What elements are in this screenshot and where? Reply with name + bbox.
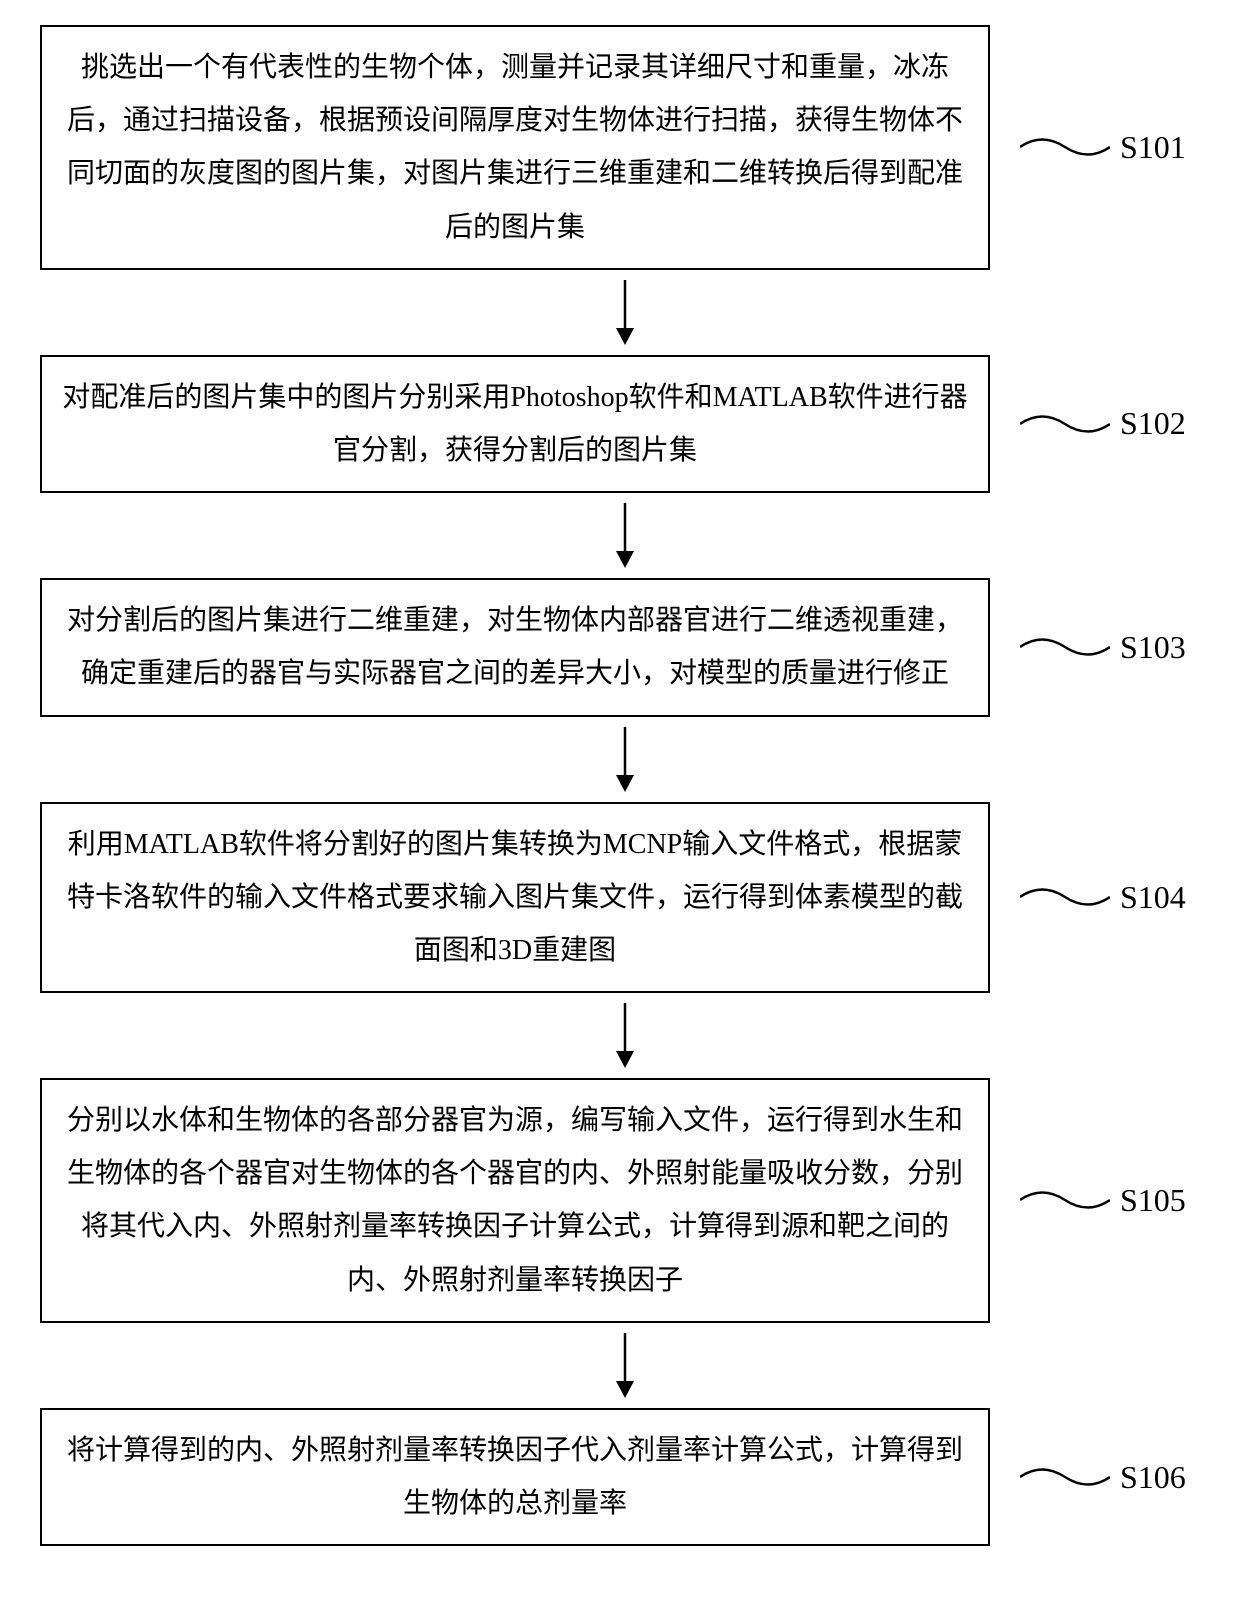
wave-connector-icon bbox=[1020, 882, 1110, 912]
wave-connector-icon bbox=[1020, 409, 1110, 439]
flowchart-container: 挑选出一个有代表性的生物个体，测量并记录其详细尺寸和重量，冰冻后，通过扫描设备，… bbox=[30, 25, 1210, 1546]
label-container-3: S103 bbox=[1020, 629, 1210, 666]
arrow-container-1 bbox=[150, 270, 1100, 355]
wave-connector-icon bbox=[1020, 1185, 1110, 1215]
arrow-container-2 bbox=[150, 493, 1100, 578]
step-text-4: 利用MATLAB软件将分割好的图片集转换为MCNP输入文件格式，根据蒙特卡洛软件… bbox=[62, 818, 968, 978]
step-label-5: S105 bbox=[1120, 1182, 1186, 1219]
step-text-2: 对配准后的图片集中的图片分别采用Photoshop软件和MATLAB软件进行器官… bbox=[62, 371, 968, 477]
wave-connector-icon bbox=[1020, 132, 1110, 162]
step-box-3: 对分割后的图片集进行二维重建，对生物体内部器官进行二维透视重建，确定重建后的器官… bbox=[40, 578, 990, 716]
arrow-down-icon bbox=[610, 1003, 640, 1068]
arrow-down-icon bbox=[610, 1333, 640, 1398]
step-box-4: 利用MATLAB软件将分割好的图片集转换为MCNP输入文件格式，根据蒙特卡洛软件… bbox=[40, 802, 990, 994]
step-label-3: S103 bbox=[1120, 629, 1186, 666]
label-container-2: S102 bbox=[1020, 405, 1210, 442]
step-label-4: S104 bbox=[1120, 879, 1186, 916]
step-text-3: 对分割后的图片集进行二维重建，对生物体内部器官进行二维透视重建，确定重建后的器官… bbox=[62, 594, 968, 700]
arrow-down-icon bbox=[610, 727, 640, 792]
step-box-5: 分别以水体和生物体的各部分器官为源，编写输入文件，运行得到水生和生物体的各个器官… bbox=[40, 1078, 990, 1323]
arrow-container-3 bbox=[150, 717, 1100, 802]
label-container-1: S101 bbox=[1020, 129, 1210, 166]
wave-connector-icon bbox=[1020, 1462, 1110, 1492]
step-row-1: 挑选出一个有代表性的生物个体，测量并记录其详细尺寸和重量，冰冻后，通过扫描设备，… bbox=[30, 25, 1210, 270]
step-row-3: 对分割后的图片集进行二维重建，对生物体内部器官进行二维透视重建，确定重建后的器官… bbox=[30, 578, 1210, 716]
arrow-down-icon bbox=[610, 280, 640, 345]
step-box-6: 将计算得到的内、外照射剂量率转换因子代入剂量率计算公式，计算得到生物体的总剂量率 bbox=[40, 1408, 990, 1546]
label-container-4: S104 bbox=[1020, 879, 1210, 916]
step-row-5: 分别以水体和生物体的各部分器官为源，编写输入文件，运行得到水生和生物体的各个器官… bbox=[30, 1078, 1210, 1323]
arrow-down-icon bbox=[610, 503, 640, 568]
arrow-container-4 bbox=[150, 993, 1100, 1078]
step-label-6: S106 bbox=[1120, 1459, 1186, 1496]
step-box-2: 对配准后的图片集中的图片分别采用Photoshop软件和MATLAB软件进行器官… bbox=[40, 355, 990, 493]
step-label-1: S101 bbox=[1120, 129, 1186, 166]
step-box-1: 挑选出一个有代表性的生物个体，测量并记录其详细尺寸和重量，冰冻后，通过扫描设备，… bbox=[40, 25, 990, 270]
step-row-2: 对配准后的图片集中的图片分别采用Photoshop软件和MATLAB软件进行器官… bbox=[30, 355, 1210, 493]
wave-connector-icon bbox=[1020, 632, 1110, 662]
step-text-1: 挑选出一个有代表性的生物个体，测量并记录其详细尺寸和重量，冰冻后，通过扫描设备，… bbox=[62, 41, 968, 254]
step-text-6: 将计算得到的内、外照射剂量率转换因子代入剂量率计算公式，计算得到生物体的总剂量率 bbox=[62, 1424, 968, 1530]
step-row-4: 利用MATLAB软件将分割好的图片集转换为MCNP输入文件格式，根据蒙特卡洛软件… bbox=[30, 802, 1210, 994]
step-label-2: S102 bbox=[1120, 405, 1186, 442]
step-text-5: 分别以水体和生物体的各部分器官为源，编写输入文件，运行得到水生和生物体的各个器官… bbox=[62, 1094, 968, 1307]
step-row-6: 将计算得到的内、外照射剂量率转换因子代入剂量率计算公式，计算得到生物体的总剂量率… bbox=[30, 1408, 1210, 1546]
label-container-6: S106 bbox=[1020, 1459, 1210, 1496]
label-container-5: S105 bbox=[1020, 1182, 1210, 1219]
arrow-container-5 bbox=[150, 1323, 1100, 1408]
